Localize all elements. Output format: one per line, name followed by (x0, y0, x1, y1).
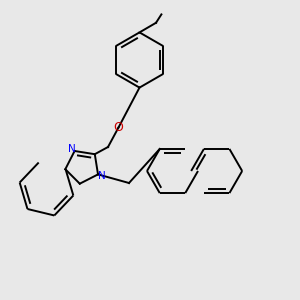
Text: N: N (98, 171, 106, 181)
Text: O: O (114, 121, 123, 134)
Text: N: N (68, 144, 76, 154)
